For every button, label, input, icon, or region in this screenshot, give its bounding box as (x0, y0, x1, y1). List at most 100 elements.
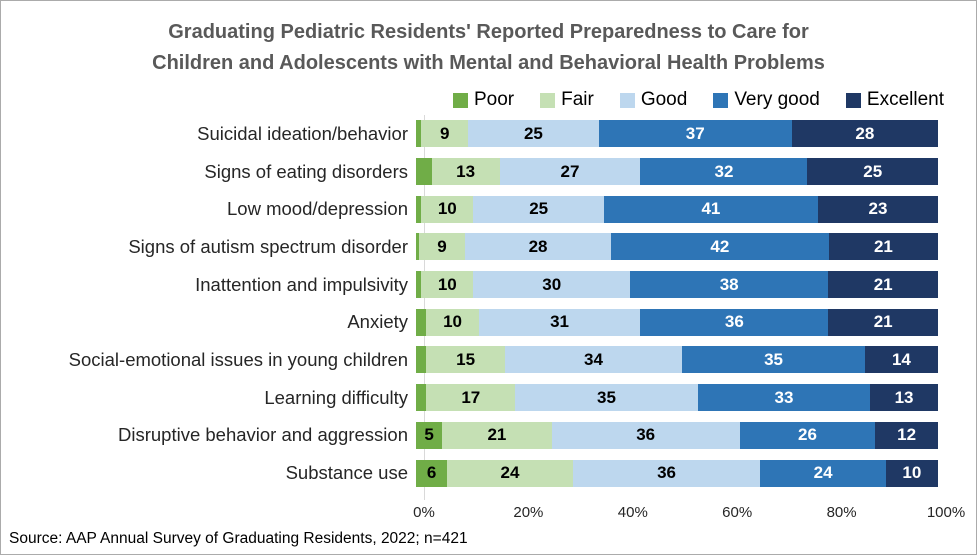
bar-segment-good: 28 (465, 233, 611, 261)
bar-row: Signs of eating disorders 13 27 32 25 (1, 153, 946, 191)
legend-item-very-good: Very good (713, 89, 820, 111)
category-label: Social-emotional issues in young childre… (68, 348, 408, 370)
x-axis-tick-label: 40% (617, 504, 648, 521)
stacked-bar: 9 28 42 21 (416, 233, 938, 261)
bar-segment-good: 25 (468, 120, 599, 148)
stacked-bar: 10 31 36 21 (416, 308, 938, 336)
bar-segment-fair: 17 (426, 384, 516, 412)
bar-row: Learning difficulty 17 35 33 13 (1, 379, 946, 417)
bar-segment-excellent: 21 (828, 271, 938, 299)
bar-segment-excellent: 21 (828, 308, 938, 336)
x-axis-tick-label: 80% (826, 504, 857, 521)
segment-value-label: 31 (550, 312, 569, 332)
segment-value-label: 41 (701, 199, 721, 219)
segment-value-label: 23 (868, 199, 888, 219)
bar-segment-excellent: 23 (817, 195, 938, 223)
source-note: Source: AAP Annual Survey of Graduating … (9, 530, 468, 547)
bar-segment-fair: 9 (421, 120, 469, 148)
plot-area: Suicidal ideation/behavior 9 25 37 28 Signs o… (1, 115, 946, 492)
chart-title-line1: Graduating Pediatric Residents' Reported… (168, 21, 809, 43)
segment-value-label: 13 (894, 387, 914, 407)
segment-value-label: 13 (456, 161, 476, 181)
bar-segment-good: 25 (473, 195, 604, 223)
bar-segment-excellent: 21 (828, 233, 938, 261)
legend-label: Excellent (866, 89, 944, 110)
bar-row: Inattention and impulsivity 10 30 38 21 (1, 266, 946, 304)
bar-segment-fair: 24 (447, 459, 573, 487)
stacked-bar: 9 25 37 28 (416, 120, 938, 148)
legend-swatch-icon (540, 92, 556, 108)
bar-segment-fair: 10 (426, 308, 479, 336)
segment-value-label: 26 (798, 425, 817, 445)
segment-value-label: 33 (774, 387, 794, 407)
segment-value-label: 37 (685, 123, 705, 143)
segment-value-label: 42 (710, 236, 730, 256)
legend-swatch-icon (619, 92, 635, 108)
stacked-bar: 10 25 41 23 (416, 195, 938, 223)
segment-value-label: 15 (456, 349, 476, 369)
bar-segment-very-good: 33 (697, 384, 871, 412)
bar-segment-excellent: 14 (864, 346, 938, 374)
bar-segment-poor: 5 (416, 421, 443, 449)
chart-title: Graduating Pediatric Residents' Reported… (1, 17, 976, 79)
legend-item-fair: Fair (540, 89, 594, 111)
legend-item-good: Good (619, 89, 687, 111)
bar-segment-excellent: 12 (875, 421, 938, 449)
bar-segment-very-good: 37 (598, 120, 792, 148)
bar-row: Signs of autism spectrum disorder 9 28 42 21 (1, 228, 946, 266)
legend-label: Poor (473, 89, 515, 110)
segment-value-label: 24 (500, 463, 520, 483)
segment-value-label: 25 (863, 161, 883, 181)
bar-segment-poor (416, 120, 422, 148)
bar-segment-very-good: 35 (682, 346, 865, 374)
category-label: Learning difficulty (264, 386, 408, 408)
bar-segment-very-good: 26 (739, 421, 876, 449)
bar-segment-poor (416, 384, 427, 412)
x-axis-tick-label: 20% (513, 504, 544, 521)
segment-value-label: 21 (873, 236, 893, 256)
segment-value-label: 10 (437, 274, 457, 294)
bar-segment-good: 31 (478, 308, 641, 336)
bar-segment-excellent: 10 (885, 459, 938, 487)
segment-value-label: 38 (719, 274, 739, 294)
stacked-bar: 6 24 36 24 10 (416, 459, 938, 487)
bar-segment-fair: 9 (418, 233, 466, 261)
segment-value-label: 10 (437, 199, 457, 219)
segment-value-label: 24 (813, 463, 833, 483)
y-axis-line (424, 115, 425, 500)
legend-item-poor: Poor (452, 89, 515, 111)
segment-value-label: 9 (439, 123, 450, 143)
bar-segment-good: 36 (551, 421, 740, 449)
segment-value-label: 10 (443, 312, 462, 332)
segment-value-label: 21 (487, 425, 507, 445)
segment-value-label: 25 (529, 199, 549, 219)
x-axis-tick-label: 100% (926, 504, 966, 521)
stacked-bar: 15 34 35 14 (416, 346, 938, 374)
bar-segment-fair: 21 (442, 421, 552, 449)
legend-swatch-icon (452, 92, 468, 108)
legend-label: Very good (734, 89, 820, 110)
bar-segment-excellent: 28 (791, 120, 938, 148)
bar-segment-good: 36 (572, 459, 761, 487)
category-label: Anxiety (347, 311, 408, 333)
stacked-bar: 10 30 38 21 (416, 271, 938, 299)
segment-value-label: 9 (437, 236, 447, 256)
stacked-bar: 5 21 36 26 12 (416, 421, 938, 449)
x-axis-tick-label: 60% (722, 504, 753, 521)
segment-value-label: 10 (902, 463, 922, 483)
legend-swatch-icon (845, 92, 861, 108)
bar-segment-poor (416, 195, 422, 223)
segment-value-label: 12 (897, 425, 917, 445)
bar-segment-poor (416, 308, 427, 336)
segment-value-label: 25 (523, 123, 543, 143)
segment-value-label: 6 (426, 463, 437, 483)
segment-value-label: 32 (714, 161, 734, 181)
x-axis-tick-label: 0% (413, 504, 435, 521)
chart-title-line2: Children and Adolescents with Mental and… (152, 52, 825, 74)
category-label: Signs of eating disorders (204, 160, 408, 182)
category-label: Signs of autism spectrum disorder (128, 235, 408, 257)
legend-swatch-icon (713, 92, 729, 108)
segment-value-label: 35 (597, 387, 616, 407)
bar-segment-very-good: 41 (603, 195, 818, 223)
